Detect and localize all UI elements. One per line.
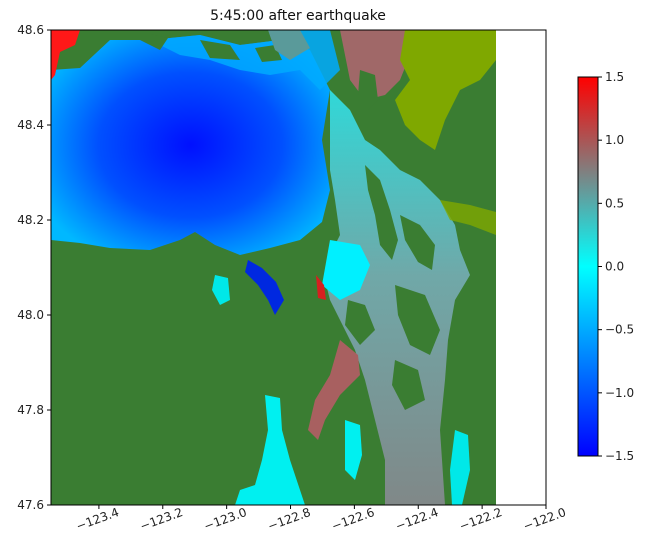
y-tick-label: 48.6 <box>17 23 44 37</box>
red-corner <box>51 30 80 80</box>
x-tick-label: −123.0 <box>202 505 249 533</box>
colorbar-tick-label: 0.5 <box>605 196 624 210</box>
colorbar-tick-label: −1.5 <box>605 449 634 463</box>
south-inlet <box>235 395 305 505</box>
chart-title: 5:45:00 after earthquake <box>210 8 386 24</box>
y-axis: 47.6 47.8 48.0 48.2 48.4 48.6 <box>17 23 51 512</box>
y-tick-label: 47.8 <box>17 403 44 417</box>
island <box>200 40 240 60</box>
x-tick-label: −122.8 <box>266 505 313 533</box>
island <box>358 70 378 110</box>
x-axis: −123.4 −123.2 −123.0 −122.8 −122.6 −122.4 −122… <box>74 505 568 533</box>
north-channel-water <box>268 30 310 60</box>
island <box>345 300 375 345</box>
shore-area <box>440 200 496 235</box>
y-tick-label: 47.6 <box>17 498 44 512</box>
island <box>140 34 168 50</box>
colorbar <box>577 76 599 457</box>
south-inlet <box>450 430 470 505</box>
y-tick-label: 48.4 <box>17 118 44 132</box>
channel-water <box>322 240 370 300</box>
y-tick-label: 48.0 <box>17 308 44 322</box>
strait-water <box>51 35 330 255</box>
north-water <box>340 30 412 100</box>
x-tick-label: −123.4 <box>74 505 121 533</box>
shore-area <box>395 30 496 150</box>
colorbar-axis: −1.5 −1.0 −0.5 0.0 0.5 1.0 1.5 <box>598 70 634 463</box>
x-tick-label: −123.2 <box>138 505 185 533</box>
colorbar-tick-label: 1.5 <box>605 70 624 84</box>
axes-frame <box>50 29 547 506</box>
island <box>365 165 398 260</box>
red-spot <box>316 275 326 300</box>
x-tick-label: −122.0 <box>521 505 568 533</box>
y-tick-label: 48.2 <box>17 213 44 227</box>
x-tick-label: −122.4 <box>394 505 441 533</box>
island <box>392 360 425 410</box>
colorbar-tick-label: 1.0 <box>605 133 624 147</box>
colorbar-tick-label: 0.0 <box>605 260 624 274</box>
red-water <box>308 340 360 440</box>
island <box>395 285 440 355</box>
colorbar-tick-label: −0.5 <box>605 323 634 337</box>
inlet <box>212 275 230 305</box>
x-tick-label: −122.6 <box>330 505 377 533</box>
south-inlet <box>345 420 362 480</box>
x-tick-label: −122.2 <box>457 505 504 533</box>
inlet-water <box>245 260 284 315</box>
island <box>400 215 435 270</box>
heatmap-area <box>51 30 546 505</box>
colorbar-tick-label: −1.0 <box>605 386 634 400</box>
